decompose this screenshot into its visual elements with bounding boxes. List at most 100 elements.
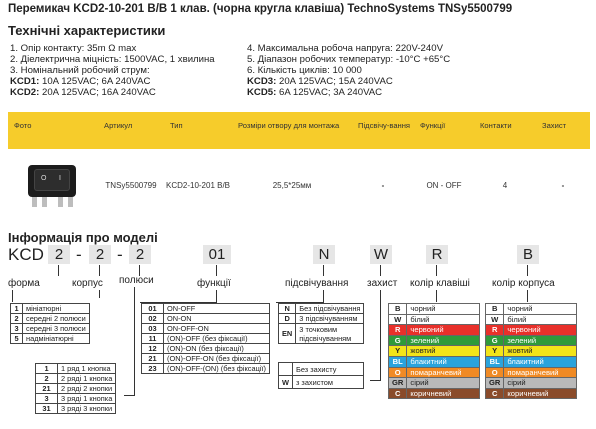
- body-color-row: BL блакитний: [484, 355, 577, 368]
- protect-row-key: W: [278, 375, 293, 389]
- body-color-name: чорний: [503, 303, 577, 315]
- specs-right: 4. Максимальна робоча напруга: 220V-240V…: [247, 43, 450, 98]
- col-photo: Фото: [14, 121, 32, 130]
- col-contacts: Контакти: [480, 121, 512, 130]
- key-color-code: B: [387, 303, 408, 315]
- key-color-name: блакитний: [406, 355, 480, 368]
- body-color-code: W: [484, 313, 505, 326]
- spec-dielectric: 2. Діелектрична міцність: 1500VAC, 1 хви…: [10, 54, 215, 65]
- spec-kcd5: KCD5: 6A 125VAC; 3A 240VAC: [247, 87, 383, 98]
- label-body: корпус: [72, 278, 103, 289]
- key-color-code: G: [387, 334, 408, 347]
- body-row-key: 21: [35, 383, 58, 394]
- specs-heading: Технічні характеристики: [8, 23, 166, 38]
- body-row-key: 31: [35, 403, 58, 414]
- label-light: підсвічування: [285, 278, 349, 289]
- label-key-color: колір клавіші: [410, 278, 470, 289]
- func-row: 23 (ON)-OFF-(ON) (без фіксації): [141, 363, 271, 374]
- protect-row: Без захисту: [278, 362, 365, 376]
- light-row-value: 3 підсвічуванням: [295, 313, 365, 324]
- body-row-key: 2: [35, 373, 58, 384]
- func-row-key: 23: [141, 363, 164, 374]
- product-light: -: [381, 180, 385, 190]
- form-row-key: 2: [10, 313, 23, 324]
- code-light: N: [313, 245, 335, 264]
- body-color-name: жовтий: [503, 345, 577, 357]
- key-color-name: коричневий: [406, 387, 480, 400]
- code-body: 2: [89, 245, 111, 264]
- body-color-row: GR сірий: [484, 377, 577, 389]
- func-row: 02 ON-ON: [141, 313, 271, 324]
- label-body-color: колір корпуса: [492, 278, 555, 289]
- key-color-name: жовтий: [406, 345, 480, 357]
- form-row-key: 5: [10, 333, 23, 344]
- body-color-code: GR: [484, 377, 505, 389]
- spec-kcd2: KCD2: 20A 125VAC; 16A 240VAC: [10, 87, 156, 98]
- func-row-key: 12: [141, 343, 164, 354]
- product-size: 25,5*25мм: [272, 180, 312, 190]
- key-color-name: білий: [406, 313, 480, 326]
- body-color-name: зелений: [503, 334, 577, 347]
- body-row-value: 2 ряді 2 кнопки: [56, 383, 117, 394]
- light-row-value: Без підсвічування: [295, 303, 365, 314]
- key-color-name: червоний: [406, 324, 480, 336]
- spec-current: 3. Номінальний робочий струм:: [10, 65, 150, 76]
- body-color-code: C: [484, 387, 505, 400]
- func-row-key: 01: [141, 303, 164, 314]
- form-table: 1 мініатюрні 2 середні 2 полюси 3 середні 3 п…: [10, 303, 90, 344]
- form-row: 1 мініатюрні: [10, 303, 90, 314]
- body-row-value: 3 ряді 3 кнопки: [56, 403, 117, 414]
- key-color-name: зелений: [406, 334, 480, 347]
- spec-kcd1: KCD1: 10A 125VAC; 6A 240VAC: [10, 76, 151, 87]
- form-row: 2 середні 2 полюси: [10, 313, 90, 324]
- body-color-name: червоний: [503, 324, 577, 336]
- body-color-name: помаранчевий: [503, 366, 577, 379]
- label-poles: полюси: [119, 275, 154, 286]
- func-row-value: (ON)-OFF-ON (без фіксації): [162, 353, 271, 364]
- col-type: Тип: [170, 121, 183, 130]
- func-row-value: ON-OFF: [162, 303, 271, 314]
- form-row-value: середні 3 полюси: [22, 323, 90, 334]
- model-info-heading: Інформація про моделі: [8, 230, 158, 245]
- code-body-color: B: [517, 245, 539, 264]
- form-row: 5 надмініатюрні: [10, 333, 90, 344]
- label-form: форма: [8, 278, 40, 289]
- body-row-key: 1: [35, 363, 58, 374]
- func-row: 01 ON-OFF: [141, 303, 271, 314]
- form-row-key: 3: [10, 323, 23, 334]
- body-color-name: коричневий: [503, 387, 577, 400]
- body-row: 31 3 ряді 3 кнопки: [35, 403, 117, 414]
- protect-row-value: з захистом: [291, 375, 365, 389]
- body-color-code: B: [484, 303, 505, 315]
- protect-row-value: Без захисту: [291, 362, 365, 376]
- spec-cycles: 6. Кількість циклів: 10 000: [247, 65, 362, 76]
- spec-resistance: 1. Опір контакту: 35m Ω max: [10, 43, 137, 54]
- form-row-value: надмініатюрні: [22, 333, 90, 344]
- func-row-value: (ON)-ON (без фіксації): [162, 343, 271, 354]
- col-article: Артикул: [104, 121, 133, 130]
- body-row-value: 2 ряді 1 кнопка: [56, 373, 117, 384]
- code-sep-1: -: [76, 245, 82, 264]
- page-title: Перемикач KCD2-10-201 B/B 1 клав. (чорна…: [8, 3, 513, 15]
- body-color-code: O: [484, 366, 505, 379]
- light-table: N Без підсвічування D 3 підсвічуванням EN 3 т…: [277, 303, 365, 344]
- key-color-code: R: [387, 324, 408, 336]
- col-light: Підсвічу-вання: [358, 121, 411, 130]
- col-func: Функції: [420, 121, 446, 130]
- code-funcs: 01: [203, 245, 231, 264]
- light-row-key: N: [277, 303, 297, 314]
- code-protect: W: [370, 245, 392, 264]
- key-color-code: GR: [387, 377, 408, 389]
